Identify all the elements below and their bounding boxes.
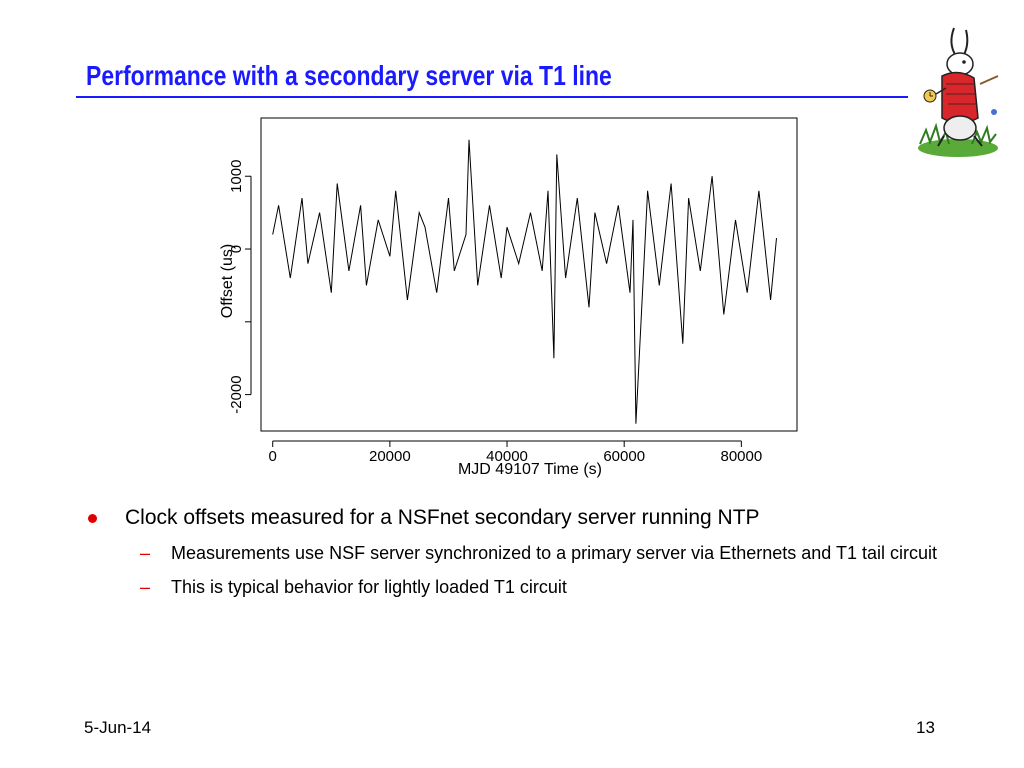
sub-bullet-text: Measurements use NSF server synchronized… <box>171 543 937 563</box>
x-tick-label: 0 <box>269 448 277 465</box>
x-tick-label: 40000 <box>486 448 528 465</box>
dash-icon: – <box>140 543 151 563</box>
x-axis-label: MJD 49107 Time (s) <box>458 461 602 478</box>
sub-bullet-item: – This is typical behavior for lightly l… <box>88 574 948 600</box>
offset-chart: 0 20000 40000 60000 80000 1000 0 -2000 MJD 491… <box>200 106 810 488</box>
offset-trace <box>272 139 777 424</box>
bullet-item: Clock offsets measured for a NSFnet seco… <box>88 504 948 532</box>
y-tick-label: 1000 <box>228 160 245 193</box>
x-tick-label: 60000 <box>603 448 645 465</box>
page-number: 13 <box>916 718 935 737</box>
sub-bullet-item: – Measurements use NSF server synchroniz… <box>88 540 948 566</box>
sub-bullet-text: This is typical behavior for lightly loa… <box>171 577 567 597</box>
y-tick-label: 0 <box>228 245 245 253</box>
y-tick-label: -2000 <box>228 375 245 413</box>
footer-date: 5-Jun-14 <box>84 718 152 737</box>
title-underline <box>76 96 908 98</box>
x-tick-label: 20000 <box>369 448 411 465</box>
plot-frame <box>260 117 798 432</box>
x-axis: 0 20000 40000 60000 80000 <box>269 440 762 465</box>
bullet-list: Clock offsets measured for a NSFnet seco… <box>88 504 948 600</box>
y-axis-label: Offset (us) <box>219 244 236 318</box>
dash-icon: – <box>140 577 151 597</box>
bullet-dot-icon <box>88 514 97 523</box>
y-axis: 1000 0 -2000 <box>228 160 252 414</box>
bullet-text: Clock offsets measured for a NSFnet seco… <box>125 506 760 529</box>
x-tick-label: 80000 <box>720 448 762 465</box>
slide-title: Performance with a secondary server via … <box>86 60 612 91</box>
white-rabbit-illustration-icon <box>906 24 1006 160</box>
